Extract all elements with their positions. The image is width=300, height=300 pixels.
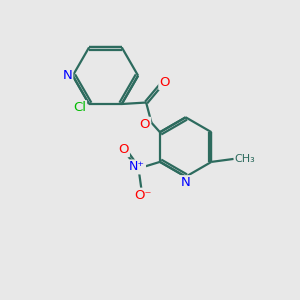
Text: Cl: Cl bbox=[73, 101, 86, 114]
Text: O: O bbox=[159, 76, 170, 89]
Text: O: O bbox=[118, 143, 129, 156]
Text: N: N bbox=[181, 176, 190, 189]
Text: N: N bbox=[62, 69, 72, 82]
Text: N⁺: N⁺ bbox=[129, 160, 145, 173]
Text: O⁻: O⁻ bbox=[134, 189, 152, 202]
Text: O: O bbox=[140, 118, 150, 131]
Text: CH₃: CH₃ bbox=[234, 154, 255, 164]
